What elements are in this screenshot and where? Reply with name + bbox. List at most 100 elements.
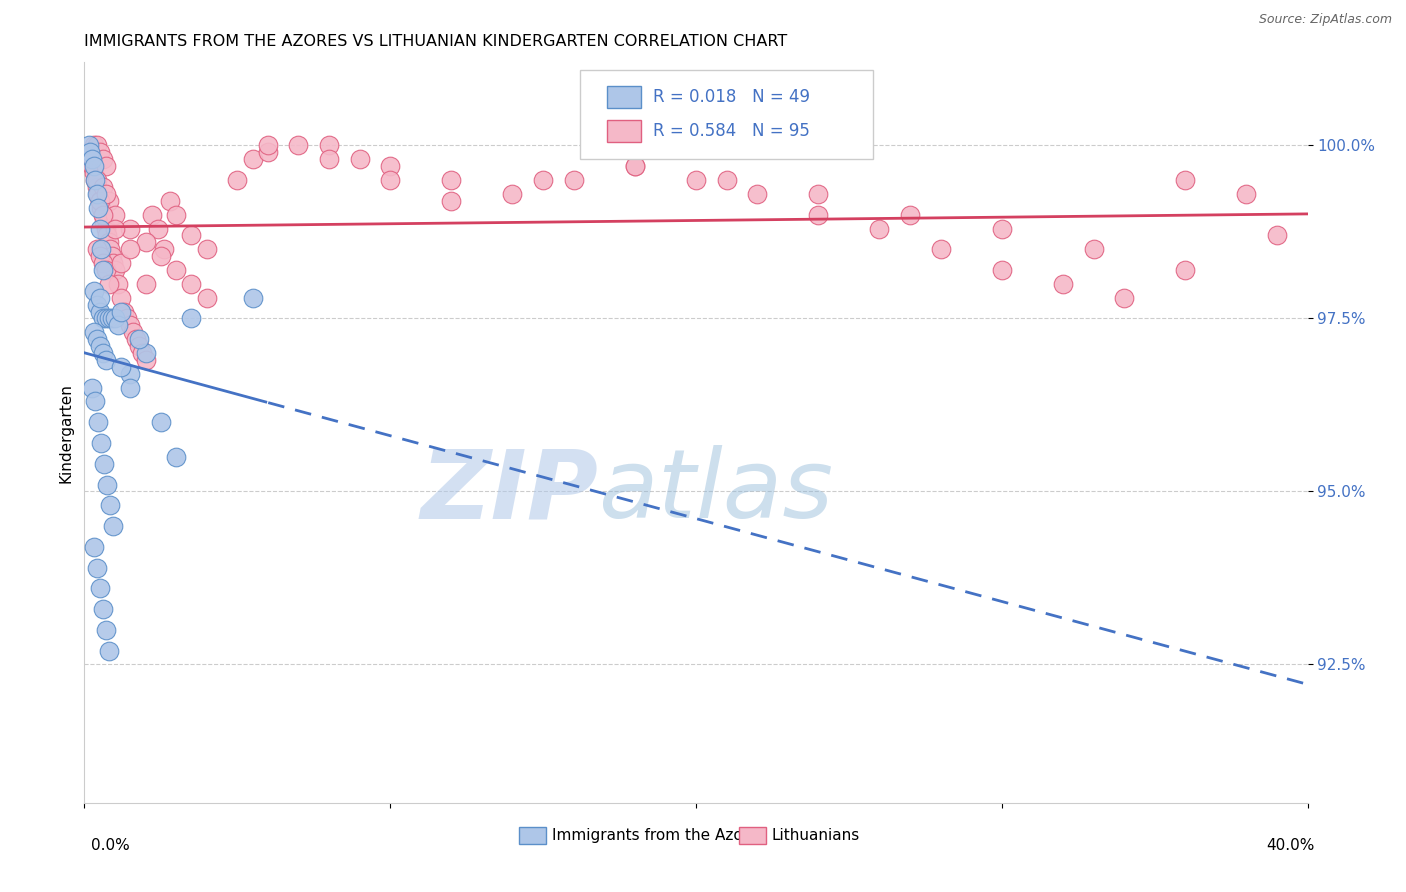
Point bbox=[87, 415, 110, 429]
Point bbox=[89, 221, 111, 235]
Point bbox=[89, 291, 111, 305]
Point bbox=[86, 180, 108, 194]
Point bbox=[807, 208, 830, 222]
Point bbox=[91, 180, 114, 194]
Point bbox=[159, 194, 181, 208]
Point bbox=[440, 173, 463, 187]
Point bbox=[83, 540, 105, 554]
Point bbox=[135, 346, 157, 360]
Point bbox=[165, 208, 187, 222]
Point bbox=[349, 153, 371, 167]
Point bbox=[869, 221, 891, 235]
Point bbox=[94, 263, 117, 277]
Point bbox=[83, 159, 105, 173]
Point bbox=[120, 367, 142, 381]
Point bbox=[84, 394, 107, 409]
Point bbox=[242, 153, 264, 167]
Point bbox=[107, 318, 129, 333]
Point bbox=[128, 332, 150, 346]
Point bbox=[89, 249, 111, 263]
Point bbox=[86, 560, 108, 574]
Point bbox=[1083, 242, 1105, 256]
Point bbox=[91, 346, 114, 360]
Text: ZIP: ZIP bbox=[420, 445, 598, 539]
Point bbox=[153, 242, 176, 256]
Point bbox=[86, 186, 108, 201]
Point bbox=[135, 277, 157, 291]
Point bbox=[624, 159, 647, 173]
Point bbox=[80, 381, 103, 395]
Point bbox=[242, 291, 264, 305]
Point bbox=[146, 221, 169, 235]
Point bbox=[141, 208, 163, 222]
Point bbox=[83, 326, 105, 340]
Point bbox=[195, 242, 218, 256]
Point bbox=[103, 519, 125, 533]
Point bbox=[165, 263, 187, 277]
Text: R = 0.018   N = 49: R = 0.018 N = 49 bbox=[654, 88, 810, 106]
Point bbox=[94, 159, 117, 173]
Point bbox=[685, 173, 707, 187]
Point bbox=[287, 138, 309, 153]
Point bbox=[89, 194, 111, 208]
Point bbox=[91, 602, 114, 616]
Point bbox=[104, 208, 127, 222]
Point bbox=[97, 194, 120, 208]
Point bbox=[898, 208, 921, 222]
Point bbox=[1114, 291, 1136, 305]
Point bbox=[122, 326, 145, 340]
Point bbox=[89, 582, 111, 596]
Point bbox=[89, 145, 111, 160]
Point bbox=[120, 318, 142, 333]
Point bbox=[531, 173, 554, 187]
Point bbox=[318, 138, 340, 153]
Point bbox=[1174, 173, 1197, 187]
Point bbox=[180, 311, 202, 326]
Point bbox=[110, 359, 132, 374]
Point bbox=[180, 277, 202, 291]
Point bbox=[77, 138, 100, 153]
Point bbox=[107, 277, 129, 291]
Point bbox=[502, 186, 524, 201]
Text: R = 0.584   N = 95: R = 0.584 N = 95 bbox=[654, 122, 810, 140]
Point bbox=[110, 256, 132, 270]
Point bbox=[86, 173, 108, 187]
Point bbox=[86, 297, 108, 311]
Point bbox=[97, 277, 120, 291]
Point bbox=[149, 249, 172, 263]
Point bbox=[94, 311, 117, 326]
Point bbox=[110, 304, 132, 318]
Point bbox=[79, 145, 101, 160]
Point bbox=[80, 159, 103, 173]
Point bbox=[104, 311, 127, 326]
Point bbox=[257, 145, 280, 160]
Point bbox=[89, 194, 111, 208]
Point bbox=[96, 228, 118, 243]
Point bbox=[562, 173, 585, 187]
Point bbox=[90, 242, 112, 256]
Point bbox=[98, 242, 121, 256]
Point bbox=[94, 221, 117, 235]
Point bbox=[120, 221, 142, 235]
Point bbox=[93, 214, 115, 228]
Text: Source: ZipAtlas.com: Source: ZipAtlas.com bbox=[1258, 13, 1392, 27]
Text: IMMIGRANTS FROM THE AZORES VS LITHUANIAN KINDERGARTEN CORRELATION CHART: IMMIGRANTS FROM THE AZORES VS LITHUANIAN… bbox=[84, 34, 787, 49]
Point bbox=[131, 346, 153, 360]
Text: 0.0%: 0.0% bbox=[91, 838, 131, 854]
Point bbox=[257, 138, 280, 153]
Text: atlas: atlas bbox=[598, 445, 834, 539]
Point bbox=[380, 173, 402, 187]
Point bbox=[104, 263, 127, 277]
Bar bbox=[606, 120, 641, 143]
Point bbox=[83, 138, 105, 153]
Point bbox=[94, 353, 117, 368]
Bar bbox=[519, 827, 546, 844]
Point bbox=[135, 235, 157, 250]
Point bbox=[94, 186, 117, 201]
Point bbox=[96, 477, 118, 491]
Point bbox=[991, 263, 1014, 277]
Point bbox=[86, 138, 108, 153]
Point bbox=[929, 242, 952, 256]
Point bbox=[90, 201, 112, 215]
Point bbox=[125, 332, 148, 346]
